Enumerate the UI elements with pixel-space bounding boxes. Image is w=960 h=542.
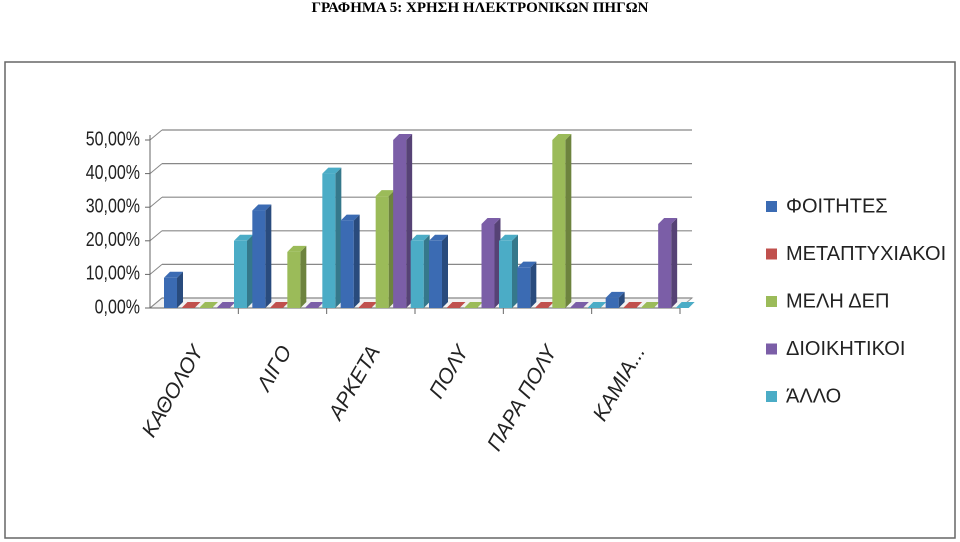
bar-top bbox=[340, 214, 360, 221]
legend-label: ΆΛΛΟ bbox=[786, 385, 841, 407]
bar-top bbox=[481, 218, 501, 224]
bar-side bbox=[423, 234, 430, 308]
bar bbox=[234, 240, 247, 308]
bar-side bbox=[671, 218, 678, 308]
bar-top bbox=[234, 234, 253, 241]
bar bbox=[605, 297, 619, 308]
y-tick-label: 40,00% bbox=[86, 161, 140, 183]
bar bbox=[287, 251, 301, 308]
bar-top bbox=[199, 302, 218, 308]
bar-top bbox=[517, 261, 537, 268]
bar-top bbox=[552, 134, 572, 140]
bar-side bbox=[247, 234, 253, 308]
legend-swatch bbox=[766, 391, 777, 402]
legend-swatch bbox=[766, 296, 777, 307]
bar-top bbox=[623, 302, 643, 308]
bar-top bbox=[304, 302, 324, 308]
bar-side bbox=[300, 245, 307, 308]
bar bbox=[658, 224, 672, 308]
bar-side bbox=[265, 204, 272, 308]
grid-diagonal bbox=[149, 230, 163, 242]
bar-side bbox=[442, 234, 448, 308]
legend-swatch bbox=[766, 343, 777, 355]
bar-top bbox=[534, 302, 554, 308]
bar-top bbox=[569, 302, 589, 308]
grid-diagonal bbox=[149, 264, 163, 275]
bar-side bbox=[512, 234, 518, 308]
bar-top bbox=[164, 271, 183, 278]
bar-top bbox=[658, 218, 678, 224]
bar-side bbox=[177, 271, 183, 308]
legend-label: ΦΟΙΤΗΤΕΣ bbox=[786, 195, 888, 217]
bar-side bbox=[618, 291, 625, 308]
bar bbox=[164, 277, 177, 308]
bar-top bbox=[287, 245, 307, 252]
bar-top bbox=[587, 302, 607, 308]
y-tick-label: 30,00% bbox=[86, 195, 140, 217]
bar-top bbox=[410, 234, 430, 241]
legend-label: ΔΙΟΙΚΗΤΙΚΟΙ bbox=[786, 338, 905, 360]
bar-top bbox=[358, 302, 378, 308]
bar-top bbox=[322, 167, 342, 174]
bar-top bbox=[429, 234, 448, 241]
bar-top bbox=[464, 302, 483, 308]
legend-label: ΜΕΤΑΠΤΥΧΙΑΚΟΙ bbox=[786, 243, 946, 265]
bar bbox=[375, 196, 389, 308]
grid-diagonal bbox=[149, 163, 163, 174]
bar bbox=[252, 210, 266, 308]
bar bbox=[517, 267, 531, 308]
bar-side bbox=[353, 214, 360, 308]
chart-title: ΓΡΑΦΗΜΑ 5: ΧΡΗΣΗ ΗΛΕΚΤΡΟΝΙΚΩΝ ΠΗΓΩΝ bbox=[311, 0, 649, 16]
bar-side bbox=[335, 167, 342, 308]
y-tick-label: 0,00% bbox=[95, 296, 140, 318]
y-tick-label: 20,00% bbox=[86, 228, 140, 250]
y-tick-label: 50,00% bbox=[86, 128, 140, 150]
bar-top bbox=[675, 302, 695, 308]
grid-diagonal bbox=[149, 297, 163, 309]
bar bbox=[340, 220, 354, 308]
bar-top bbox=[393, 134, 413, 140]
bar-top bbox=[216, 302, 236, 308]
bar-top bbox=[181, 302, 201, 308]
bar bbox=[322, 173, 336, 308]
bar bbox=[393, 140, 407, 308]
bar bbox=[410, 240, 424, 308]
bar-top bbox=[446, 302, 466, 308]
legend-label: ΜΕΛΗ ΔΕΠ bbox=[786, 290, 889, 312]
y-tick-label: 10,00% bbox=[86, 262, 140, 284]
bar bbox=[429, 240, 442, 308]
bar bbox=[552, 140, 566, 308]
bar-top bbox=[252, 204, 272, 211]
bar-top bbox=[499, 234, 518, 241]
bar-side bbox=[565, 134, 572, 308]
grid-diagonal bbox=[149, 129, 163, 141]
legend-swatch bbox=[766, 248, 777, 260]
bar-top bbox=[605, 291, 625, 298]
bar bbox=[481, 224, 495, 308]
grid-diagonal bbox=[149, 196, 163, 208]
bar bbox=[499, 240, 512, 308]
legend-swatch bbox=[766, 201, 777, 212]
bar-top bbox=[269, 302, 289, 308]
bar-top bbox=[640, 302, 660, 308]
bar-top bbox=[375, 190, 395, 197]
bar-side bbox=[530, 261, 537, 308]
